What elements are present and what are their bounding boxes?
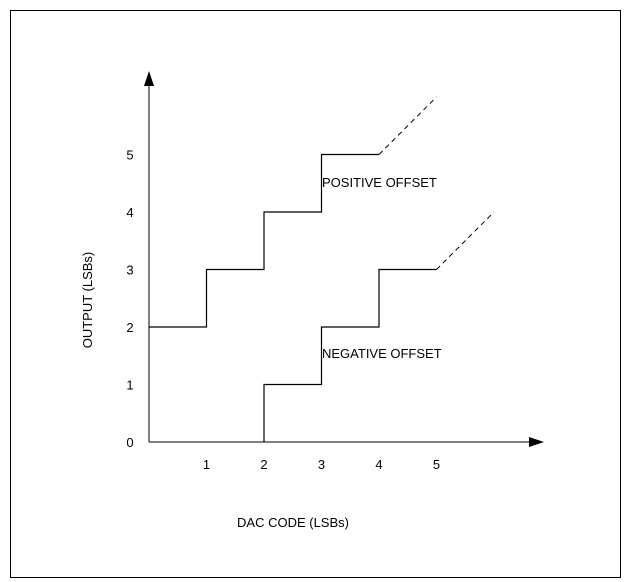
x-axis-label: DAC CODE (LSBs) [237,515,349,530]
y-tick-label: 1 [126,378,133,393]
y-axis-arrowhead [144,71,154,86]
series-label: NEGATIVE OFFSET [322,346,442,361]
series-line [149,153,379,328]
tick-labels: 0 1 2 3 4 5 1 2 3 4 5 [126,148,440,473]
series-labels: POSITIVE OFFSET NEGATIVE OFFSET [322,175,442,361]
x-tick-label: 1 [203,457,210,472]
y-tick-label: 4 [126,205,133,220]
x-tick-label: 3 [318,457,325,472]
y-tick-label: 2 [126,320,133,335]
x-tick-label: 2 [260,457,267,472]
series-lines [149,96,495,442]
x-tick-label: 5 [433,457,440,472]
x-tick-label: 4 [375,457,382,472]
series-dashed-extension [436,211,495,270]
x-axis-arrowhead [529,437,544,447]
y-axis-label: OUTPUT (LSBs) [80,252,95,349]
axes [144,71,544,447]
series-line [263,268,437,442]
figure-frame [10,10,621,578]
y-tick-label: 5 [126,148,133,163]
series-label: POSITIVE OFFSET [322,175,437,190]
y-tick-label: 3 [126,263,133,278]
series-dashed-extension [378,96,437,155]
y-tick-label: 0 [126,435,133,450]
